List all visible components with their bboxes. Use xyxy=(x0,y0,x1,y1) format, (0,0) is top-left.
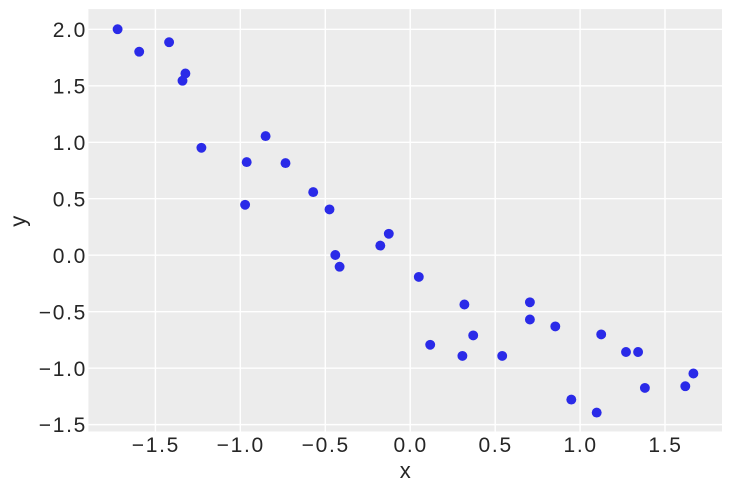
svg-text:−1.5: −1.5 xyxy=(39,414,87,437)
svg-text:−1.0: −1.0 xyxy=(39,358,87,381)
svg-text:0.0: 0.0 xyxy=(53,245,87,268)
svg-text:1.0: 1.0 xyxy=(563,434,597,457)
svg-text:−1.0: −1.0 xyxy=(217,434,265,457)
svg-text:−0.5: −0.5 xyxy=(302,434,350,457)
svg-text:−1.5: −1.5 xyxy=(132,434,180,457)
svg-text:1.5: 1.5 xyxy=(53,75,87,98)
svg-text:2.0: 2.0 xyxy=(53,19,87,42)
svg-text:1.5: 1.5 xyxy=(648,434,682,457)
svg-text:y: y xyxy=(5,216,30,227)
svg-text:0.5: 0.5 xyxy=(53,188,87,211)
svg-text:0.5: 0.5 xyxy=(479,434,513,457)
svg-text:−0.5: −0.5 xyxy=(39,301,87,324)
svg-text:1.0: 1.0 xyxy=(53,132,87,155)
svg-text:0.0: 0.0 xyxy=(394,434,428,457)
svg-text:x: x xyxy=(400,458,411,483)
